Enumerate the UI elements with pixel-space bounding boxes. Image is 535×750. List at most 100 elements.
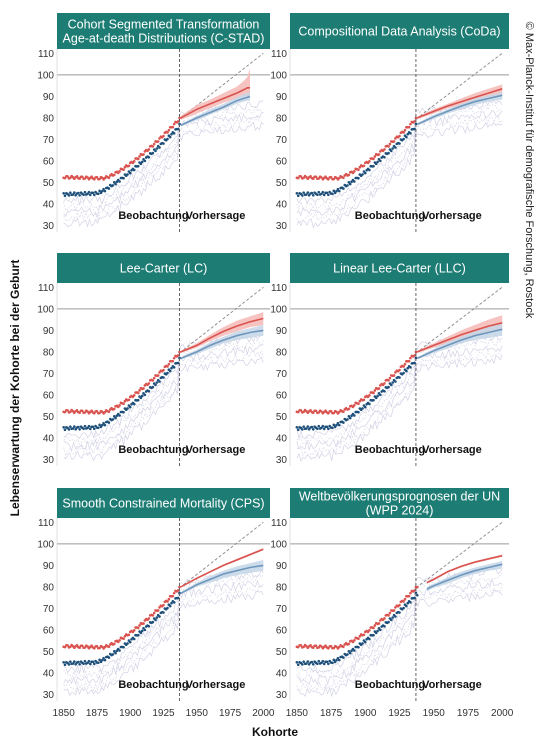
- male-observed-point: [63, 428, 67, 432]
- male-observed-point: [140, 629, 144, 633]
- male-observed-point: [91, 425, 95, 429]
- male-observed-point: [67, 194, 71, 197]
- panel-4: Linear Lee-Carter (LLC) BeobachtungVorher…: [270, 253, 509, 466]
- male-observed-point: [91, 660, 95, 664]
- male-observed-point: [335, 189, 338, 193]
- male-observed-point: [132, 402, 136, 406]
- male-observed-point: [414, 122, 418, 126]
- male-observed-point: [162, 376, 165, 379]
- male-observed-point: [143, 628, 147, 632]
- female-observed-point: [158, 137, 161, 140]
- male-observed-point: [372, 164, 375, 168]
- male-observed-point: [98, 658, 101, 662]
- country-line: [63, 349, 264, 457]
- x-tick-label: 1925: [388, 708, 411, 719]
- male-observed-point: [62, 660, 65, 664]
- male-observed-point: [112, 415, 116, 418]
- x-tick-label: 2000: [491, 708, 514, 719]
- female-observed-point: [142, 622, 145, 625]
- female-observed-point: [162, 134, 165, 138]
- female-observed-point: [75, 408, 79, 412]
- male-observed-point: [374, 631, 378, 635]
- male-observed-point: [389, 618, 393, 622]
- y-tick-label: 60: [276, 625, 288, 636]
- y-tick-label: 70: [43, 604, 55, 615]
- male-observed-point: [387, 151, 390, 155]
- male-observed-point: [302, 191, 305, 194]
- male-observed-point: [166, 371, 169, 375]
- male-observed-point: [69, 425, 72, 428]
- male-observed-point: [103, 189, 107, 193]
- male-observed-point: [87, 190, 91, 194]
- male-observed-point: [114, 416, 117, 420]
- female-observed-point: [123, 634, 127, 638]
- male-forecast-line: [180, 95, 251, 127]
- male-observed-point: [398, 611, 401, 614]
- female-observed-point: [171, 125, 175, 129]
- female-observed-point: [176, 120, 180, 123]
- male-observed-point: [317, 190, 321, 194]
- female-observed-point: [136, 391, 140, 395]
- female-observed-point: [337, 410, 341, 414]
- female-observed-point: [314, 644, 318, 648]
- male-observed-point: [307, 193, 311, 197]
- y-tick-label: 90: [43, 92, 55, 103]
- male-observed-point: [301, 663, 304, 666]
- male-observed-point: [361, 407, 364, 410]
- female-observed-point: [299, 175, 303, 178]
- male-observed-point: [357, 645, 360, 649]
- female-observed-point: [353, 170, 356, 173]
- male-observed-point: [336, 187, 340, 191]
- y-tick-label: 60: [276, 390, 288, 401]
- female-observed-point: [368, 629, 371, 632]
- male-observed-point: [387, 385, 390, 389]
- female-observed-point: [142, 387, 145, 390]
- y-tick-label: 110: [38, 283, 54, 294]
- female-observed-point: [152, 142, 156, 146]
- male-observed-point: [311, 662, 315, 666]
- male-observed-point: [67, 428, 71, 431]
- male-observed-point: [96, 661, 100, 665]
- male-observed-point: [71, 193, 75, 196]
- record-trend-line: [179, 521, 264, 589]
- male-observed-point: [168, 604, 172, 608]
- female-observed-point: [95, 409, 99, 413]
- male-observed-point: [387, 620, 390, 624]
- male-observed-point: [413, 127, 416, 131]
- male-observed-point: [342, 187, 345, 190]
- country-line: [63, 579, 264, 685]
- panel-title: Lee-Carter (LC): [120, 261, 208, 275]
- male-observed-point: [154, 383, 157, 387]
- male-observed-point: [302, 425, 305, 428]
- female-observed-point: [358, 634, 362, 638]
- male-observed-point: [147, 624, 151, 628]
- male-observed-point: [69, 660, 72, 663]
- male-observed-point: [166, 137, 169, 141]
- male-observed-point: [136, 633, 140, 637]
- female-observed-point: [178, 585, 181, 589]
- female-observed-point: [358, 165, 362, 169]
- male-observed-point: [306, 425, 310, 428]
- male-observed-point: [322, 662, 326, 666]
- female-observed-point: [372, 391, 375, 395]
- female-observed-point: [176, 589, 180, 592]
- x-tick-label: 1950: [186, 708, 209, 719]
- male-observed-point: [368, 168, 371, 172]
- y-tick-label: 90: [43, 326, 55, 337]
- female-observed-point: [414, 350, 418, 354]
- male-observed-point: [342, 656, 345, 659]
- country-line: [63, 121, 264, 228]
- female-observed-point: [167, 128, 171, 132]
- panel-title: Compositional Data Analysis (CoDa): [298, 24, 500, 38]
- male-observed-point: [139, 396, 143, 400]
- female-observed-point: [394, 137, 397, 140]
- female-observed-point: [392, 609, 396, 612]
- male-observed-point: [310, 191, 314, 195]
- male-observed-point: [383, 155, 386, 159]
- female-observed-point: [122, 402, 125, 405]
- y-tick-label: 60: [43, 156, 55, 167]
- male-observed-point: [353, 414, 356, 417]
- male-observed-point: [348, 416, 352, 420]
- female-observed-point: [152, 376, 156, 380]
- male-observed-point: [155, 616, 159, 619]
